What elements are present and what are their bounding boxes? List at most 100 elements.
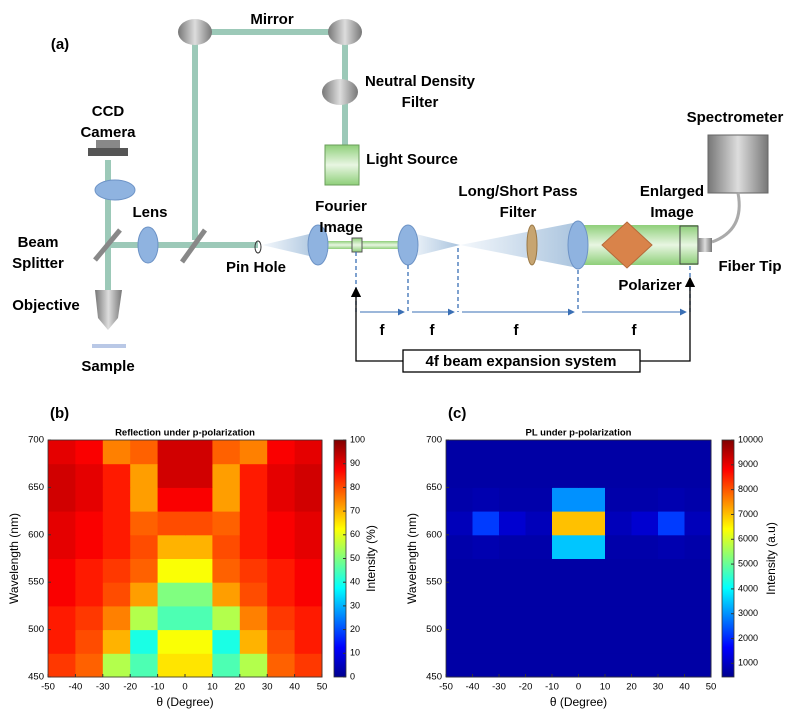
chart-title: Reflection under p-polarization [115, 428, 255, 439]
lens-icon [568, 221, 588, 269]
heatmap-cell [75, 440, 103, 464]
x-tick-label: 0 [182, 682, 187, 693]
lens-icon [138, 227, 158, 263]
heatmap-cell [579, 606, 606, 630]
heatmap-cell [185, 582, 213, 606]
heatmap-cell [75, 582, 103, 606]
heatmap-cell [130, 511, 158, 535]
heatmap-cell [212, 559, 240, 583]
heatmap-cell [212, 606, 240, 630]
colorbar [722, 440, 734, 677]
beam-cone [460, 222, 578, 268]
y-tick-label: 650 [28, 482, 44, 493]
heatmap-cell [185, 559, 213, 583]
label: Camera [80, 124, 136, 141]
heatmap-cell [605, 559, 632, 583]
heatmap-cell [685, 582, 712, 606]
heatmap-cell [658, 511, 685, 535]
heatmap-cell [295, 630, 323, 654]
x-tick-label: -10 [151, 682, 165, 693]
nd-filter-icon [322, 79, 358, 105]
heatmap-cell [473, 487, 500, 511]
colorbar-tick-label: 90 [350, 458, 360, 468]
heatmap-cells [446, 440, 712, 678]
heatmap-cell [605, 464, 632, 488]
heatmap-cell [473, 630, 500, 654]
colorbar-tick-label: 2000 [738, 633, 758, 643]
heatmap-cell [579, 653, 606, 677]
colorbar-tick-label: 30 [350, 600, 360, 610]
label: Objective [12, 297, 80, 314]
heatmap-cell [158, 606, 186, 630]
heatmap-cell [130, 535, 158, 559]
heatmap-cell [658, 653, 685, 677]
heatmap-cell [75, 630, 103, 654]
heatmap-cell [48, 606, 76, 630]
heatmap-cell [103, 559, 131, 583]
heatmap-cell [267, 559, 295, 583]
heatmap-cell [473, 559, 500, 583]
heatmap-cell [103, 606, 131, 630]
x-tick-label: 0 [576, 682, 581, 693]
fourier-image-icon [352, 238, 362, 252]
heatmap-cell [552, 535, 579, 559]
heatmap-cell [212, 582, 240, 606]
x-axis-label: θ (Degree) [550, 695, 607, 709]
heatmap-cell [103, 630, 131, 654]
heatmap-cell [579, 630, 606, 654]
heatmap-cell [48, 582, 76, 606]
heatmap-cell [240, 440, 268, 464]
heatmap-cell [632, 487, 659, 511]
y-tick-label: 650 [426, 482, 442, 493]
heatmap-cell [632, 440, 659, 464]
heatmap-cell [499, 630, 526, 654]
heatmap-cell [75, 653, 103, 677]
heatmap-cell [685, 511, 712, 535]
heatmap-cell [103, 535, 131, 559]
heatmap-cell [552, 630, 579, 654]
heatmap-cell [552, 653, 579, 677]
heatmap-cell [185, 511, 213, 535]
y-tick-label: 550 [28, 577, 44, 588]
heatmap-cell [212, 630, 240, 654]
heatmap-chart: -50-40-30-20-100102030405045050055060065… [7, 405, 378, 709]
heatmap-cell [499, 606, 526, 630]
heatmap-cell [295, 535, 323, 559]
heatmap-cell [579, 487, 606, 511]
filter-icon [527, 225, 537, 265]
panel-label: (c) [448, 405, 466, 422]
heatmap-cell [632, 464, 659, 488]
heatmap-cell [267, 630, 295, 654]
heatmap-cell [446, 606, 473, 630]
panel-label: (b) [50, 405, 69, 422]
mirror-icon [178, 19, 212, 45]
beam-path [318, 241, 408, 249]
heatmap-cell [605, 535, 632, 559]
colorbar-tick-label: 50 [350, 553, 360, 563]
heatmap-cell [552, 464, 579, 488]
light-source-icon [325, 145, 359, 185]
heatmap-cell [240, 487, 268, 511]
label: Filter [500, 204, 537, 221]
heatmap-cell [526, 487, 553, 511]
colorbar-tick-label: 80 [350, 482, 360, 492]
heatmap-cell [605, 630, 632, 654]
heatmap-cell [295, 559, 323, 583]
label: Enlarged [640, 183, 704, 200]
colorbar-tick-label: 10000 [738, 434, 763, 444]
heatmap-cell [685, 464, 712, 488]
label: Image [319, 219, 362, 236]
y-tick-label: 700 [426, 435, 442, 446]
heatmap-cell [75, 511, 103, 535]
heatmap-cell [240, 653, 268, 677]
heatmap-cell [579, 440, 606, 464]
fiber-tip-icon [698, 238, 712, 252]
heatmap-cell [685, 487, 712, 511]
heatmap-cell [446, 653, 473, 677]
heatmap-cell [158, 440, 186, 464]
colorbar-tick-label: 5000 [738, 558, 758, 568]
heatmap-cell [685, 535, 712, 559]
heatmap-cell [295, 582, 323, 606]
heatmap-cell [130, 630, 158, 654]
